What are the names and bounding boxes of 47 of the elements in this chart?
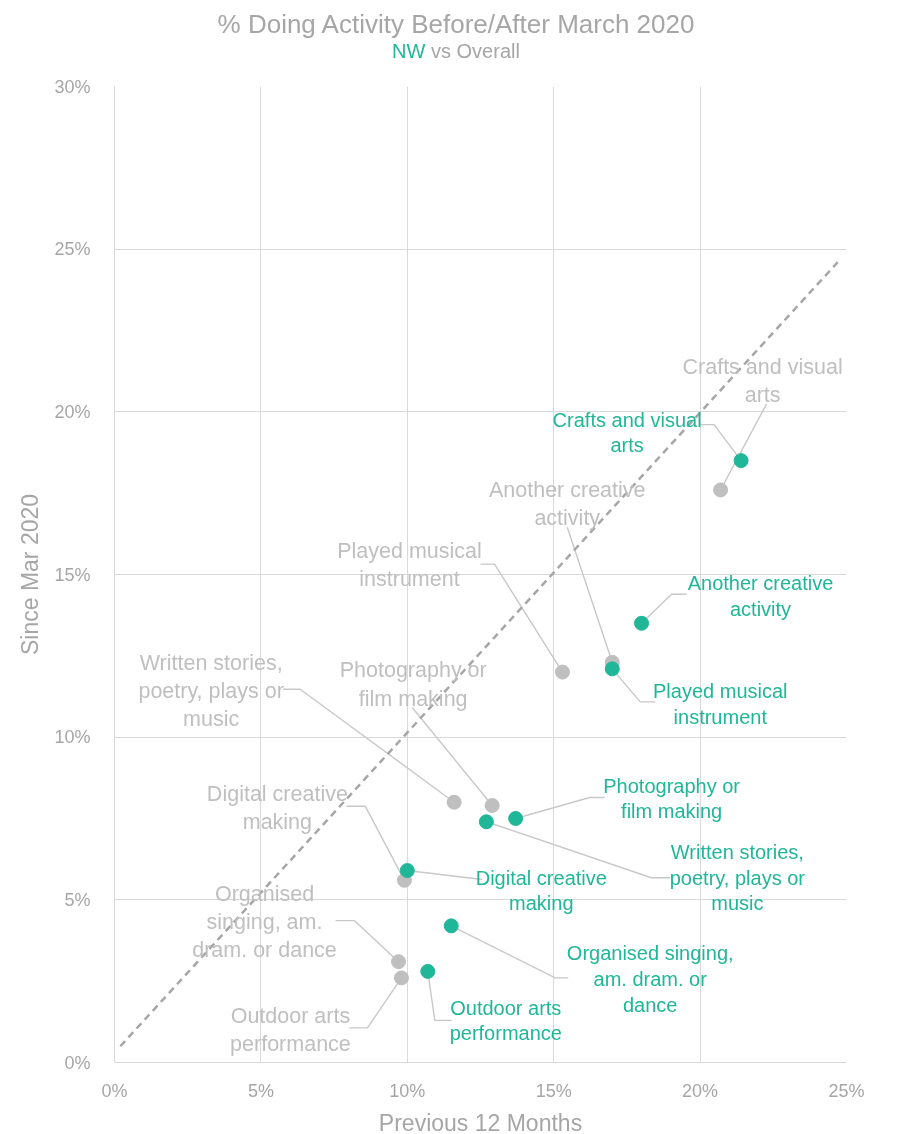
y-tick-label: 0% <box>64 1052 91 1073</box>
point <box>713 482 729 498</box>
chart-title: % Doing Activity Before/After March 2020 <box>217 9 695 39</box>
x-tick-label: 10% <box>389 1080 426 1101</box>
x-tick-label: 25% <box>828 1080 865 1101</box>
y-tick-label: 30% <box>54 76 91 97</box>
y-tick-label: 20% <box>54 401 91 422</box>
y-tick-label: 10% <box>54 727 91 748</box>
x-tick-label: 0% <box>101 1080 128 1101</box>
y-tick-label: 25% <box>54 239 91 260</box>
annotation: Written stories, poetry, plays or music <box>669 841 806 915</box>
point <box>733 453 749 469</box>
point <box>420 963 436 979</box>
x-tick-label: 15% <box>535 1080 572 1101</box>
annotation: Crafts and visual arts <box>682 354 843 407</box>
annotation: Photography or film making <box>339 658 487 711</box>
annotation: Played musical instrument <box>653 679 788 728</box>
chart-subtitle: NW vs Overall <box>391 39 521 63</box>
point <box>634 615 650 631</box>
annotation: Digital creative making <box>475 866 607 915</box>
point <box>391 954 407 970</box>
y-tick-label: 15% <box>54 564 91 585</box>
x-axis-title: Previous 12 Months <box>378 1109 583 1134</box>
annotation: Outdoor arts performance <box>449 996 562 1045</box>
point <box>399 863 415 879</box>
annotation: Organised singing, am. dram. or dance <box>566 942 734 1016</box>
point <box>478 814 494 830</box>
annotation: Played musical instrument <box>337 539 482 592</box>
annotation: Digital creative making <box>206 782 348 835</box>
annotation: Another creative activity <box>488 478 646 531</box>
point <box>484 798 500 813</box>
annotation: Organised singing, am. dram. or dance <box>192 881 337 962</box>
point <box>554 664 570 680</box>
annotation: Outdoor arts performance <box>230 1003 351 1056</box>
point <box>508 811 524 826</box>
point <box>446 794 462 810</box>
annotation: Another creative activity <box>687 572 834 621</box>
point <box>443 918 459 934</box>
y-tick-label: 5% <box>64 889 91 910</box>
x-tick-label: 5% <box>247 1080 274 1101</box>
y-axis-title: Since Mar 2020 <box>17 493 44 656</box>
point <box>604 661 620 677</box>
point <box>393 970 409 986</box>
annotation: Written stories, poetry, plays or music <box>138 651 284 732</box>
annotation: Crafts and visual arts <box>552 408 702 457</box>
x-tick-label: 20% <box>682 1080 719 1101</box>
annotation: Photography or film making <box>603 774 741 823</box>
